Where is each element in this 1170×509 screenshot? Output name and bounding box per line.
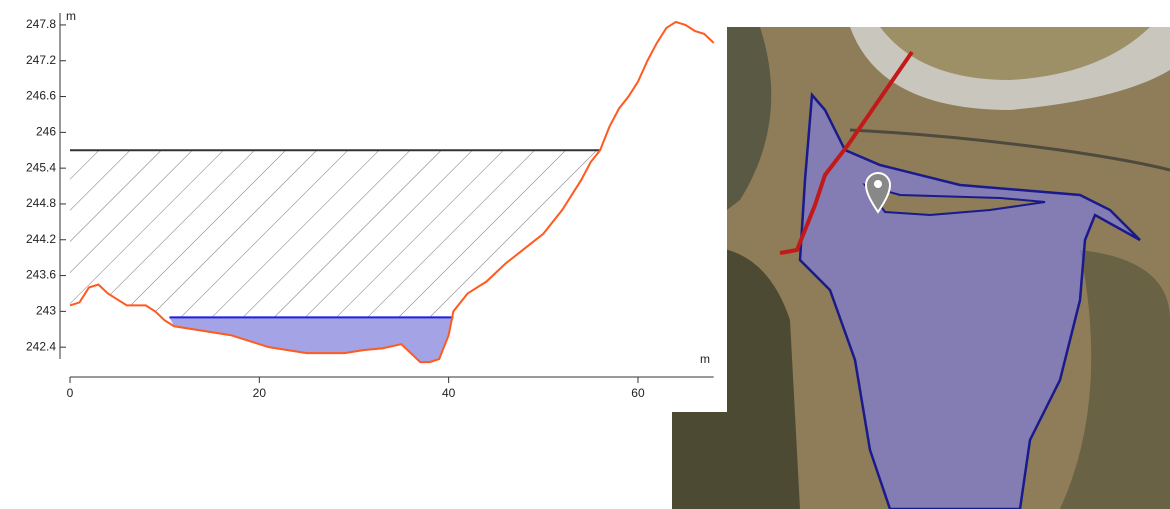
y-tick-label: 247.2 bbox=[26, 53, 56, 67]
y-tick-label: 247.8 bbox=[26, 17, 56, 31]
elevation-profile: m m 242.4 243 243.6 244.2 244.8 245.4 246 246.6… bbox=[26, 9, 714, 400]
y-tick-label: 246 bbox=[36, 125, 56, 139]
page: {"chart_data": {"type": "line", "y_label… bbox=[0, 0, 1170, 509]
y-tick-label: 242.4 bbox=[26, 339, 56, 353]
y-tick-label: 246.6 bbox=[26, 89, 56, 103]
map bbox=[672, 27, 1170, 509]
x-tick-label: 60 bbox=[631, 386, 645, 400]
y-tick-label: 244.2 bbox=[26, 232, 56, 246]
level-area bbox=[169, 317, 453, 362]
x-tick-label: 20 bbox=[253, 386, 267, 400]
x-tick-label: 0 bbox=[67, 386, 74, 400]
x-axis-unit: m bbox=[700, 352, 710, 366]
y-tick-label: 244.8 bbox=[26, 196, 56, 210]
map-pin-dot bbox=[874, 180, 882, 188]
y-tick-label: 243 bbox=[36, 304, 56, 318]
x-tick-label: 40 bbox=[442, 386, 456, 400]
y-axis-unit: m bbox=[66, 9, 76, 23]
y-tick-label: 243.6 bbox=[26, 268, 56, 282]
screen: m m 242.4 243 243.6 244.2 244.8 245.4 246 246.6… bbox=[0, 0, 1170, 509]
y-tick-label: 245.4 bbox=[26, 160, 56, 174]
